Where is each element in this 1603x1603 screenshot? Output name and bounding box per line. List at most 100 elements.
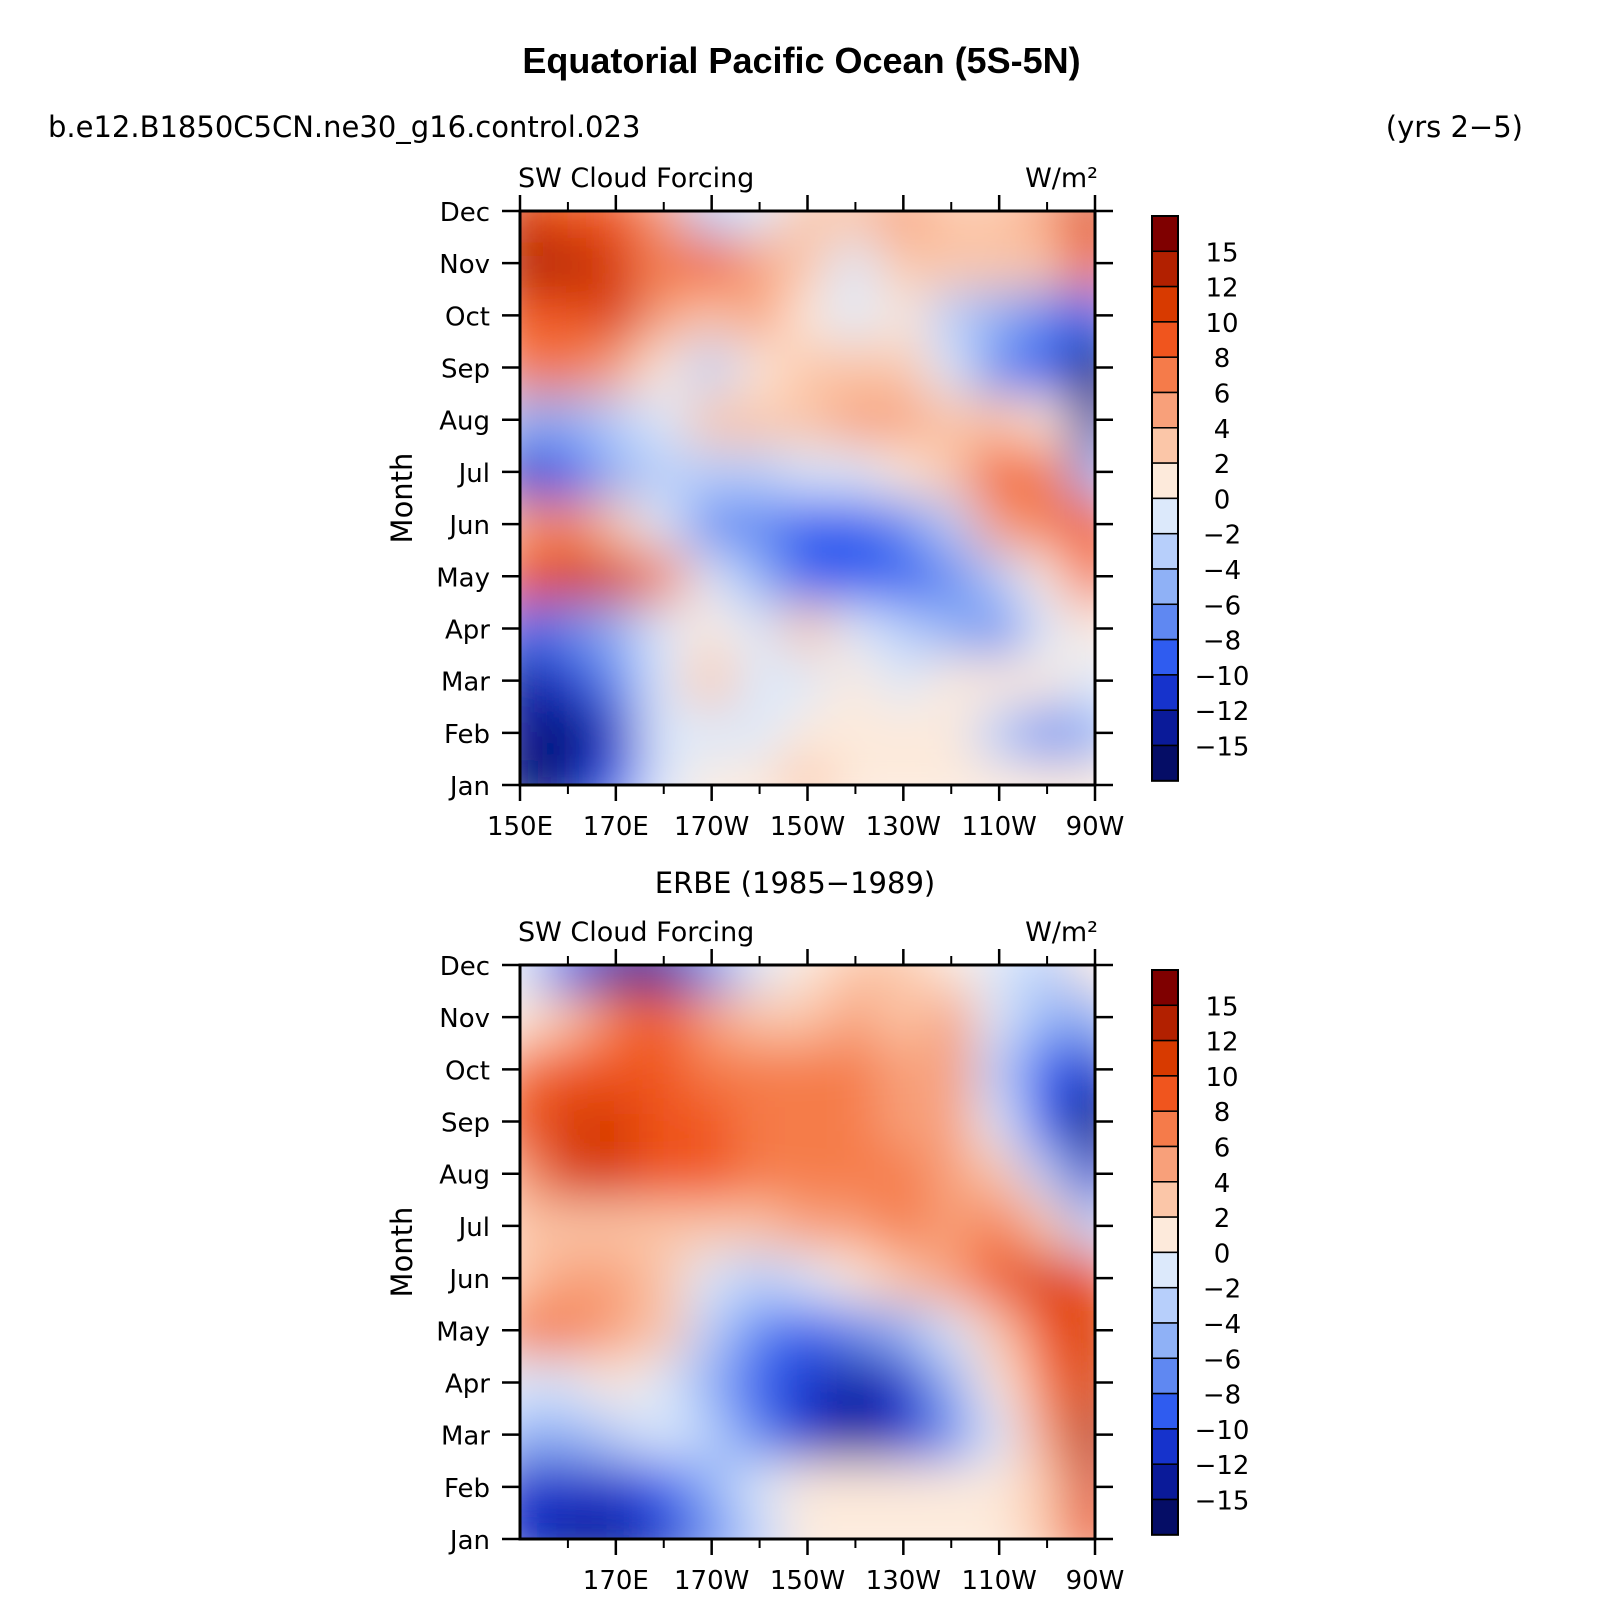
colorbar-box bbox=[1151, 1181, 1179, 1218]
y-tick-label: Feb bbox=[444, 720, 490, 750]
heat-cell bbox=[638, 1146, 689, 1201]
heat-cell bbox=[542, 1251, 593, 1306]
heat-cell bbox=[1022, 965, 1073, 993]
colorbar-label: −15 bbox=[1195, 1487, 1250, 1517]
heat-cell bbox=[638, 653, 689, 708]
heat-cell bbox=[590, 757, 641, 785]
heat-cell bbox=[830, 1407, 881, 1462]
heat-cell bbox=[542, 444, 593, 499]
heat-cell bbox=[734, 1042, 785, 1097]
field-cells bbox=[520, 965, 1095, 1539]
heat-cell bbox=[1022, 549, 1073, 604]
heat-cell bbox=[590, 705, 641, 760]
heat-cell bbox=[638, 497, 689, 552]
heat-cell bbox=[638, 601, 689, 656]
heat-cell bbox=[1022, 497, 1073, 552]
heat-cell bbox=[1070, 705, 1095, 760]
heat-cell bbox=[1022, 757, 1073, 785]
heat-cell bbox=[1022, 236, 1073, 291]
heat-cell bbox=[878, 497, 929, 552]
heat-cell bbox=[542, 1042, 593, 1097]
heat-cell bbox=[520, 990, 545, 1045]
heat-cell bbox=[782, 705, 833, 760]
heat-cell bbox=[520, 392, 545, 447]
heat-cell bbox=[686, 1198, 737, 1253]
colorbar-label: −6 bbox=[1203, 591, 1241, 621]
heat-cell bbox=[520, 236, 545, 291]
heat-cell bbox=[830, 1042, 881, 1097]
heat-cell bbox=[1070, 965, 1095, 993]
heat-cell bbox=[520, 1198, 545, 1253]
colorbar-box bbox=[1151, 427, 1179, 464]
heat-cell bbox=[782, 1198, 833, 1253]
heat-cell bbox=[590, 1407, 641, 1462]
x-tick-label: 130W bbox=[866, 1566, 941, 1596]
heat-cell bbox=[830, 497, 881, 552]
y-tick-label: Apr bbox=[445, 1369, 490, 1399]
heat-cell bbox=[878, 236, 929, 291]
heat-cell bbox=[590, 653, 641, 708]
heat-cell bbox=[638, 340, 689, 395]
heat-cell bbox=[1070, 601, 1095, 656]
x-tick-label: 150E bbox=[487, 812, 553, 842]
heat-cell bbox=[542, 211, 593, 239]
heat-cell bbox=[590, 236, 641, 291]
heat-cell bbox=[686, 236, 737, 291]
heat-cell bbox=[1070, 1198, 1095, 1253]
heat-cell bbox=[926, 1459, 977, 1514]
x-tick-label: 150W bbox=[770, 812, 845, 842]
heat-cell bbox=[1070, 340, 1095, 395]
y-tick-label: May bbox=[436, 1317, 490, 1347]
heat-cell bbox=[926, 1198, 977, 1253]
heat-cell bbox=[926, 444, 977, 499]
heat-cell bbox=[1022, 1198, 1073, 1253]
heat-cell bbox=[638, 1042, 689, 1097]
colorbar-box bbox=[1151, 709, 1179, 747]
heat-cell bbox=[782, 653, 833, 708]
heat-cell bbox=[878, 549, 929, 604]
heat-cell bbox=[1022, 990, 1073, 1045]
heat-cell bbox=[520, 1511, 545, 1539]
colorbar-label: 15 bbox=[1205, 992, 1238, 1022]
y-tick-label: Aug bbox=[439, 1161, 490, 1191]
heat-cell bbox=[1070, 990, 1095, 1045]
heat-cell bbox=[926, 288, 977, 343]
heat-cell bbox=[878, 1407, 929, 1462]
y-axis-title: Month bbox=[385, 453, 419, 544]
colorbar-label: 0 bbox=[1214, 485, 1231, 515]
heat-cell bbox=[1070, 236, 1095, 291]
colorbar-box bbox=[1151, 1498, 1179, 1536]
y-tick-label: Dec bbox=[440, 952, 490, 982]
colorbar-box bbox=[1151, 1145, 1179, 1183]
heat-cell bbox=[1070, 1094, 1095, 1149]
heat-cell bbox=[590, 1198, 641, 1253]
x-tick-label: 90W bbox=[1066, 1566, 1125, 1596]
heat-cell bbox=[542, 1511, 593, 1539]
heat-cell bbox=[830, 1511, 881, 1539]
heat-cell bbox=[542, 601, 593, 656]
colorbar-label: −2 bbox=[1203, 521, 1241, 551]
variable-label: SW Cloud Forcing bbox=[518, 917, 754, 948]
case-name-label: b.e12.B1850C5CN.ne30_g16.control.023 bbox=[48, 110, 641, 144]
heat-cell bbox=[590, 340, 641, 395]
heat-cell bbox=[734, 1146, 785, 1201]
heat-cell bbox=[830, 1459, 881, 1514]
heat-cell bbox=[1022, 1042, 1073, 1097]
heat-cell bbox=[974, 705, 1025, 760]
colorbar-box bbox=[1151, 638, 1179, 676]
heat-cell bbox=[974, 1042, 1025, 1097]
heat-cell bbox=[926, 549, 977, 604]
heat-cell bbox=[734, 1198, 785, 1253]
x-tick-label: 170E bbox=[583, 812, 649, 842]
heat-cell bbox=[520, 549, 545, 604]
heat-cell bbox=[590, 1042, 641, 1097]
heat-cell bbox=[520, 1094, 545, 1149]
heat-cell bbox=[520, 288, 545, 343]
heat-cell bbox=[830, 965, 881, 993]
heat-cell bbox=[734, 1355, 785, 1410]
heat-cell bbox=[1022, 392, 1073, 447]
panel-2-title: ERBE (1985−1989) bbox=[654, 866, 936, 900]
colorbar: 15 12 10 8 6 4 2 0 −2 −4 −6 −8 −10 −12 −15 bbox=[1151, 215, 1249, 782]
field-clip bbox=[520, 965, 1095, 1539]
colorbar-box bbox=[1151, 674, 1179, 711]
